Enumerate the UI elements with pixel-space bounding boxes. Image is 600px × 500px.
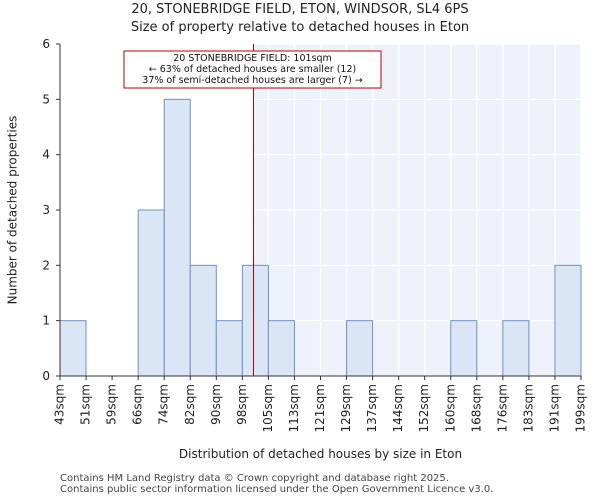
x-tick-label: 199sqm	[574, 384, 588, 432]
histogram-bar	[267, 320, 295, 377]
x-tick-label: 82sqm	[183, 384, 197, 425]
y-tick-label: 1	[42, 314, 50, 328]
y-tick-label: 4	[42, 148, 50, 162]
histogram-bar	[554, 264, 582, 377]
x-tick-label: 160sqm	[443, 384, 457, 432]
annotation-line-3: 37% of semi-detached houses are larger (…	[142, 75, 362, 86]
histogram-bar	[137, 209, 165, 377]
histogram-bar	[215, 320, 243, 377]
y-tick-label: 3	[42, 203, 50, 217]
x-tick-label: 191sqm	[547, 384, 561, 432]
histogram-bar	[189, 264, 217, 377]
x-tick-label: 74sqm	[157, 384, 171, 425]
y-tick-label: 0	[42, 369, 50, 383]
y-axis-label: Number of detached properties	[6, 116, 20, 305]
histogram-bar	[450, 320, 478, 377]
annotation-frame	[123, 50, 382, 89]
x-tick-label: 129sqm	[339, 384, 353, 432]
footer-attribution-2: Contains public sector information licen…	[60, 484, 494, 495]
annotation-box: 20 STONEBRIDGE FIELD: 101sqm ← 63% of de…	[123, 50, 382, 89]
x-tick-label: 144sqm	[391, 384, 405, 432]
x-tick-label: 59sqm	[105, 384, 119, 425]
annotation-line-2: ← 63% of detached houses are smaller (12…	[149, 64, 356, 75]
histogram-bar	[163, 98, 191, 377]
annotation-line-1: 20 STONEBRIDGE FIELD: 101sqm	[173, 53, 332, 64]
x-tick-label: 105sqm	[261, 384, 275, 432]
x-tick-label: 137sqm	[365, 384, 379, 432]
x-axis-label: Distribution of detached houses by size …	[179, 447, 462, 461]
histogram-bar	[59, 320, 87, 377]
x-tick-label: 176sqm	[495, 384, 509, 432]
y-tick-label: 2	[42, 258, 50, 272]
x-tick-label: 51sqm	[79, 384, 93, 425]
x-tick-label: 90sqm	[209, 384, 223, 425]
y-tick-label: 6	[42, 37, 50, 51]
x-tick-label: 168sqm	[469, 384, 483, 432]
bars-layer	[59, 98, 582, 377]
x-tick-label: 121sqm	[313, 384, 327, 432]
x-tick-label: 152sqm	[417, 384, 431, 432]
histogram-bar	[241, 264, 269, 377]
x-tick-label: 113sqm	[287, 384, 301, 432]
histogram-bar	[502, 320, 530, 377]
axes-layer: 0 1 2 3 4 5 6 43sqm 51sqm 59sqm 66sqm 74sqm 82sqm 90s…	[42, 37, 587, 432]
x-tick-label: 98sqm	[235, 384, 249, 425]
x-tick-label: 183sqm	[521, 384, 535, 432]
footer-attribution-1: Contains HM Land Registry data © Crown c…	[60, 473, 449, 484]
y-tick-label: 5	[42, 92, 50, 106]
x-tick-label: 66sqm	[131, 384, 145, 425]
x-tick-label: 43sqm	[53, 384, 67, 425]
chart-title: 20, STONEBRIDGE FIELD, ETON, WINDSOR, SL…	[131, 2, 469, 17]
histogram-bar	[346, 320, 374, 377]
chart-subtitle: Size of property relative to detached ho…	[130, 20, 470, 35]
